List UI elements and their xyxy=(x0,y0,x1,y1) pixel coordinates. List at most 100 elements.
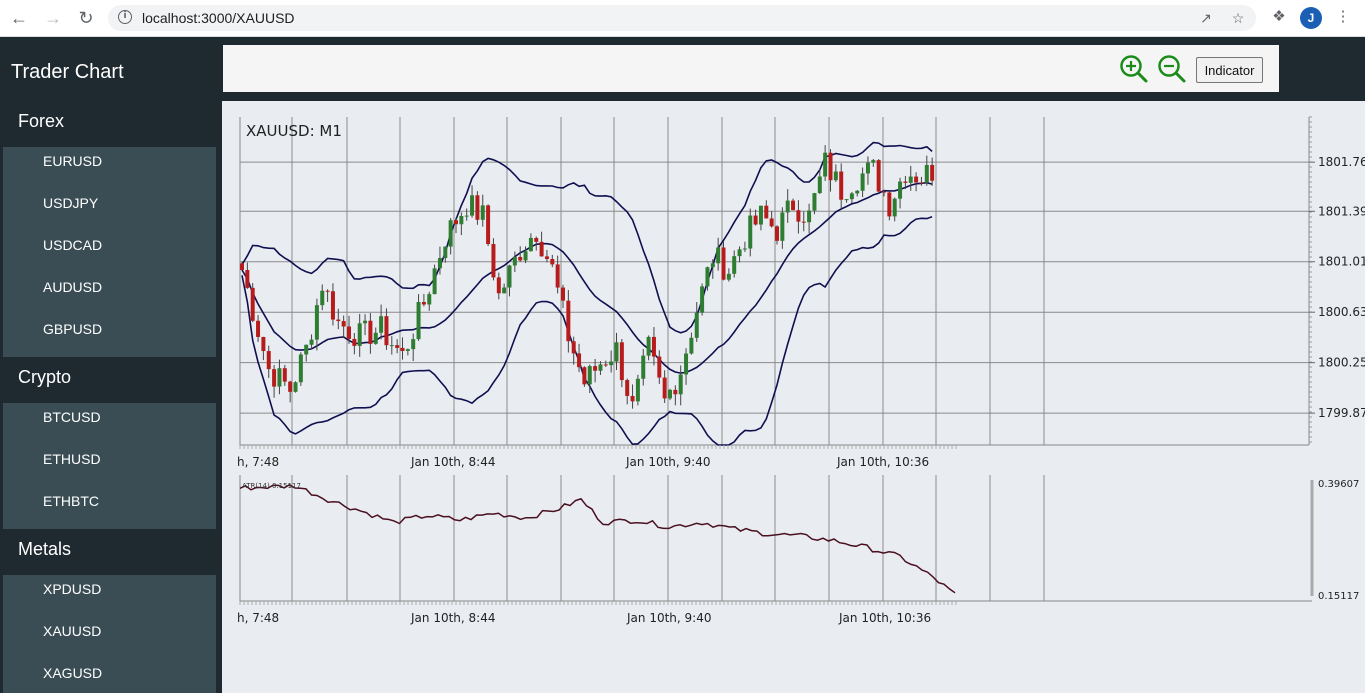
candle-body xyxy=(684,353,689,375)
candle-body xyxy=(389,345,394,347)
sidebar-item-usdjpy[interactable]: USDJPY xyxy=(43,195,99,211)
candle-body xyxy=(844,199,849,201)
address-bar[interactable]: i localhost:3000/XAUUSD ↗ ☆ xyxy=(108,5,1256,31)
forward-icon[interactable]: → xyxy=(44,8,62,28)
x-tick-label: h, 7:48 xyxy=(237,455,279,469)
share-icon[interactable]: ↗ xyxy=(1200,10,1212,26)
candle-body xyxy=(924,164,929,183)
candle-body xyxy=(245,269,250,288)
candle-body xyxy=(293,382,298,392)
candle-body xyxy=(539,241,544,257)
candle-body xyxy=(571,341,576,354)
profile-avatar[interactable]: J xyxy=(1300,7,1322,29)
candle-body xyxy=(277,368,282,387)
candle-body xyxy=(887,192,892,217)
candle-body xyxy=(619,342,624,381)
candle-body xyxy=(668,389,672,399)
y-tick-label: 1799.87 xyxy=(1318,406,1365,420)
zoom-in-icon[interactable] xyxy=(1119,54,1149,84)
candle-body xyxy=(363,320,368,324)
candle-body xyxy=(341,321,346,327)
candle-body xyxy=(657,356,662,378)
atr-title: ATR(14) 0.15117 xyxy=(242,482,301,490)
sidebar-item-audusd[interactable]: AUDUSD xyxy=(43,279,103,295)
sidebar-item-ethbtc[interactable]: ETHBTC xyxy=(43,493,99,509)
candle-body xyxy=(930,164,935,181)
candle-body xyxy=(304,344,309,355)
candle-body xyxy=(507,265,512,288)
candle-body xyxy=(849,193,854,200)
bollinger-upper-line xyxy=(241,141,933,334)
candle-body xyxy=(823,152,828,177)
site-info-icon[interactable]: i xyxy=(118,10,132,24)
candle-body xyxy=(764,205,769,219)
candle-body xyxy=(459,215,464,225)
sidebar-item-gbpusd[interactable]: GBPUSD xyxy=(43,321,103,337)
candle-body xyxy=(256,320,261,337)
candle-body xyxy=(641,355,646,379)
candle-body xyxy=(352,338,357,346)
bookmark-star-icon[interactable]: ☆ xyxy=(1231,10,1245,26)
candle-body xyxy=(635,378,640,402)
sidebar: Trader Chart Forex EURUSD USDJPY USDCAD … xyxy=(0,37,222,693)
candle-body xyxy=(710,263,715,268)
atr-x-tick-label: Jan 10th, 8:44 xyxy=(410,611,495,625)
candle-body xyxy=(496,277,501,294)
candle-body xyxy=(272,369,277,387)
sidebar-item-usdcad[interactable]: USDCAD xyxy=(43,237,103,253)
url-text[interactable]: localhost:3000/XAUUSD xyxy=(142,10,295,26)
zoom-out-icon[interactable] xyxy=(1157,54,1187,84)
chart-title: XAUUSD: M1 xyxy=(246,122,342,140)
candle-body xyxy=(791,200,796,211)
chart-area: 1801.76 1801.39 1801.01 1800.63 1800.25 1799.… xyxy=(222,101,1365,693)
candle-body xyxy=(603,364,608,366)
candle-body xyxy=(566,300,571,342)
candle-body xyxy=(336,319,341,322)
candle-body xyxy=(320,290,325,306)
candle-body xyxy=(282,368,287,382)
y-tick-label: 1800.63 xyxy=(1318,305,1365,319)
back-icon[interactable]: ← xyxy=(10,8,28,28)
candle-body xyxy=(748,215,753,249)
candle-body xyxy=(700,286,705,313)
candle-body xyxy=(833,171,838,181)
sidebar-item-eurusd[interactable]: EURUSD xyxy=(43,153,103,169)
candle-body xyxy=(726,273,731,280)
candle-body xyxy=(448,220,453,247)
section-title-crypto: Crypto xyxy=(18,367,72,387)
candle-body xyxy=(437,258,442,269)
main-axis: 1801.76 1801.39 1801.01 1800.63 1800.25 1799.… xyxy=(237,116,1365,469)
reload-icon[interactable]: ↻ xyxy=(78,8,94,28)
browser-toolbar: ← → ↻ i localhost:3000/XAUUSD ↗ ☆ ❖ J ⋮ xyxy=(0,0,1365,37)
sidebar-item-ethusd[interactable]: ETHUSD xyxy=(43,451,101,467)
candle-body xyxy=(368,320,373,344)
candle-body xyxy=(480,205,485,220)
sidebar-item-xauusd[interactable]: XAUUSD xyxy=(43,623,102,639)
candle-body xyxy=(491,244,496,278)
crypto-list: BTCUSD ETHUSD ETHBTC xyxy=(3,403,216,529)
indicator-button[interactable]: Indicator xyxy=(1196,57,1263,83)
candle-body xyxy=(544,256,549,259)
app-title: Trader Chart xyxy=(11,61,124,83)
candle-body xyxy=(470,195,475,216)
extensions-icon[interactable]: ❖ xyxy=(1272,8,1286,25)
bollinger-lower-line xyxy=(241,216,933,446)
sidebar-item-xagusd[interactable]: XAGUSD xyxy=(43,665,103,681)
candle-body xyxy=(758,205,763,225)
sidebar-item-btcusd[interactable]: BTCUSD xyxy=(43,409,101,425)
price-chart[interactable]: 1801.76 1801.39 1801.01 1800.63 1800.25 1799.… xyxy=(222,101,1365,693)
candle-body xyxy=(288,381,293,392)
candle-body xyxy=(384,316,389,346)
candle-body xyxy=(534,237,539,242)
candles xyxy=(240,145,935,409)
candle-body xyxy=(240,263,244,270)
candle-body xyxy=(865,162,870,174)
candle-body xyxy=(475,195,480,220)
kebab-menu-icon[interactable]: ⋮ xyxy=(1335,8,1351,25)
sidebar-item-xpdusd[interactable]: XPDUSD xyxy=(43,581,102,597)
candle-body xyxy=(598,364,603,371)
candle-body xyxy=(678,374,683,395)
candle-body xyxy=(876,160,881,192)
candle-body xyxy=(400,347,405,352)
candle-body xyxy=(309,339,314,345)
